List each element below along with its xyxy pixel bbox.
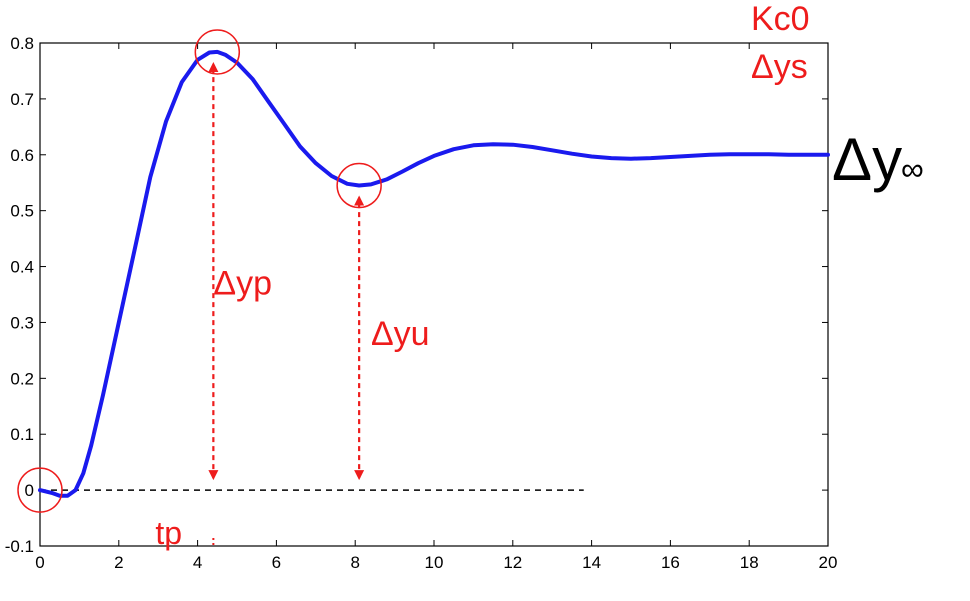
x-tick-label: 14: [582, 553, 601, 572]
dy-infinity-subscript: ∞: [901, 151, 924, 187]
arrowhead-bottom-dyu: [354, 470, 365, 481]
y-tick-label: 0: [25, 481, 34, 500]
x-tick-label: 2: [114, 553, 123, 572]
dy-infinity-annotation: Δy: [832, 126, 902, 193]
x-tick-label: 0: [35, 553, 44, 572]
y-tick-label: 0.6: [10, 146, 34, 165]
axes: 0 2 4 6 8 10 12 14 16 18 20-0.100.10.20.30.40.50.6…: [5, 34, 838, 572]
x-tick-label: 16: [661, 553, 680, 572]
x-tick-label: 6: [272, 553, 281, 572]
y-tick-label: 0.2: [10, 369, 34, 388]
y-tick-label: 0.4: [10, 258, 34, 277]
x-tick-label: 18: [740, 553, 759, 572]
arrow-label-dyp: Δyp: [213, 265, 272, 303]
annotation-layer: Kc0 Δys Δy ∞: [751, 0, 924, 193]
arrowhead-top-dyp: [208, 61, 219, 72]
x-tick-label: 20: [819, 553, 838, 572]
marker-circle-peak: [194, 29, 241, 75]
y-tick-label: 0.7: [10, 90, 34, 109]
x-tick-label: 12: [503, 553, 522, 572]
arrow-label-dyu: Δyu: [371, 315, 430, 353]
y-tick-label: 0.1: [10, 425, 34, 444]
y-tick-label: -0.1: [5, 537, 34, 556]
y-tick-label: 0.8: [10, 34, 34, 53]
curve-layer: [38, 49, 830, 498]
response-curve: [38, 49, 830, 498]
arrow-layer: Δyp Δyu tp: [155, 61, 430, 551]
kc0-annotation: Kc0: [751, 0, 810, 38]
tp-label: tp: [155, 515, 182, 551]
x-tick-label: 8: [350, 553, 359, 572]
x-tick-label: 4: [193, 553, 202, 572]
dys-annotation: Δys: [751, 48, 808, 86]
marker-layer: [17, 29, 382, 513]
y-tick-label: 0.5: [10, 202, 34, 221]
arrowhead-top-dyu: [354, 195, 365, 206]
y-tick-label: 0.3: [10, 313, 34, 332]
marker-circle-origin: [17, 467, 63, 513]
arrowhead-bottom-dyp: [208, 470, 219, 481]
x-tick-label: 10: [425, 553, 444, 572]
